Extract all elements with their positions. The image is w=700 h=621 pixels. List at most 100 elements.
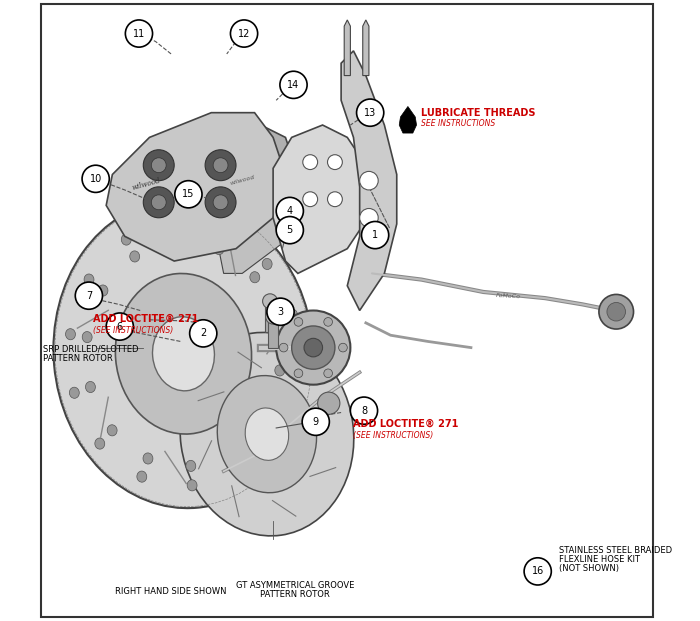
Text: 11: 11 <box>133 29 145 39</box>
Circle shape <box>524 558 552 585</box>
Circle shape <box>303 155 318 170</box>
Text: 10: 10 <box>90 174 102 184</box>
Circle shape <box>328 192 342 207</box>
Circle shape <box>360 209 378 227</box>
Ellipse shape <box>214 243 224 255</box>
Polygon shape <box>218 168 316 273</box>
Text: (SEE INSTRUCTIONS): (SEE INSTRUCTIONS) <box>354 431 434 440</box>
Ellipse shape <box>98 285 108 296</box>
Circle shape <box>599 294 634 329</box>
Polygon shape <box>341 51 397 310</box>
Circle shape <box>262 294 277 309</box>
Polygon shape <box>199 125 298 237</box>
Circle shape <box>190 320 217 347</box>
Circle shape <box>303 192 318 207</box>
Ellipse shape <box>245 408 288 460</box>
Circle shape <box>151 195 166 210</box>
Ellipse shape <box>272 315 281 326</box>
Text: ADD LOCTITE® 271: ADD LOCTITE® 271 <box>354 419 459 429</box>
Ellipse shape <box>121 234 131 245</box>
Polygon shape <box>363 20 369 76</box>
Text: 6: 6 <box>117 322 123 332</box>
Circle shape <box>360 171 378 190</box>
Text: wilwood: wilwood <box>131 176 162 191</box>
Text: SRP DRILLED/SLOTTED: SRP DRILLED/SLOTTED <box>43 345 139 354</box>
Circle shape <box>76 282 102 309</box>
Ellipse shape <box>170 217 180 228</box>
Text: STAINLESS STEEL BRAIDED: STAINLESS STEEL BRAIDED <box>559 546 672 555</box>
Text: 2: 2 <box>200 329 206 338</box>
Circle shape <box>205 187 236 218</box>
Circle shape <box>294 317 303 326</box>
Circle shape <box>351 397 377 424</box>
Text: RIGHT HAND SIDE SHOWN: RIGHT HAND SIDE SHOWN <box>116 587 227 596</box>
Circle shape <box>276 217 303 243</box>
Text: 16: 16 <box>531 566 544 576</box>
Ellipse shape <box>116 273 251 434</box>
Ellipse shape <box>262 258 272 270</box>
Text: FLEXLINE HOSE KIT: FLEXLINE HOSE KIT <box>559 555 640 564</box>
Circle shape <box>304 338 323 357</box>
Ellipse shape <box>291 368 302 379</box>
Text: (NOT SHOWN): (NOT SHOWN) <box>559 564 619 573</box>
Circle shape <box>324 369 332 378</box>
Ellipse shape <box>130 251 140 262</box>
Ellipse shape <box>82 332 92 343</box>
Ellipse shape <box>153 317 214 391</box>
Circle shape <box>205 150 236 181</box>
Ellipse shape <box>107 425 117 436</box>
Text: 4: 4 <box>287 206 293 216</box>
Circle shape <box>318 392 340 414</box>
Circle shape <box>292 326 335 369</box>
Text: 15: 15 <box>182 189 195 199</box>
Polygon shape <box>265 301 275 332</box>
Circle shape <box>175 181 202 208</box>
Ellipse shape <box>85 381 95 392</box>
Circle shape <box>213 195 228 210</box>
Circle shape <box>339 343 347 352</box>
Text: SEE INSTRUCTIONS: SEE INSTRUCTIONS <box>421 119 496 127</box>
Text: 8: 8 <box>361 406 367 415</box>
Ellipse shape <box>137 471 147 482</box>
Circle shape <box>82 165 109 193</box>
Ellipse shape <box>259 412 269 423</box>
Text: 1: 1 <box>372 230 378 240</box>
Circle shape <box>151 158 166 173</box>
Ellipse shape <box>180 332 354 536</box>
Text: (SEE INSTRUCTIONS): (SEE INSTRUCTIONS) <box>92 325 173 335</box>
Ellipse shape <box>228 445 237 456</box>
Circle shape <box>267 298 294 325</box>
Circle shape <box>356 99 384 126</box>
Polygon shape <box>344 20 351 76</box>
Circle shape <box>144 150 174 181</box>
Text: 9: 9 <box>313 417 319 427</box>
Ellipse shape <box>187 480 197 491</box>
Ellipse shape <box>172 236 181 247</box>
Circle shape <box>230 20 258 47</box>
Text: ADD LOCTITE® 271: ADD LOCTITE® 271 <box>92 314 198 324</box>
Ellipse shape <box>186 460 196 471</box>
Text: 14: 14 <box>288 80 300 90</box>
Circle shape <box>328 155 342 170</box>
Ellipse shape <box>273 422 283 433</box>
Text: PATTERN ROTOR: PATTERN ROTOR <box>260 590 330 599</box>
Circle shape <box>276 310 351 384</box>
Ellipse shape <box>220 225 230 237</box>
Circle shape <box>607 302 626 321</box>
Text: 3: 3 <box>277 307 284 317</box>
Ellipse shape <box>217 376 316 492</box>
Circle shape <box>324 317 332 326</box>
Text: wilwood: wilwood <box>229 175 256 186</box>
Ellipse shape <box>275 365 285 376</box>
Ellipse shape <box>143 453 153 464</box>
Ellipse shape <box>84 274 94 285</box>
Circle shape <box>125 20 153 47</box>
Circle shape <box>276 197 303 225</box>
Circle shape <box>294 369 303 378</box>
Ellipse shape <box>94 438 105 449</box>
Ellipse shape <box>288 309 298 320</box>
Circle shape <box>106 313 134 340</box>
FancyBboxPatch shape <box>41 4 653 617</box>
Polygon shape <box>268 317 278 348</box>
Circle shape <box>302 408 330 435</box>
